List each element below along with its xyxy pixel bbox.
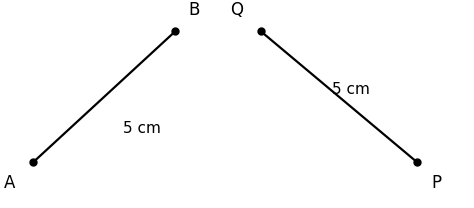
Text: A: A: [4, 174, 15, 192]
Text: P: P: [431, 174, 441, 192]
Text: 5 cm: 5 cm: [123, 121, 161, 136]
Text: 5 cm: 5 cm: [332, 82, 370, 97]
Text: Q: Q: [230, 1, 244, 19]
Text: B: B: [189, 1, 200, 19]
